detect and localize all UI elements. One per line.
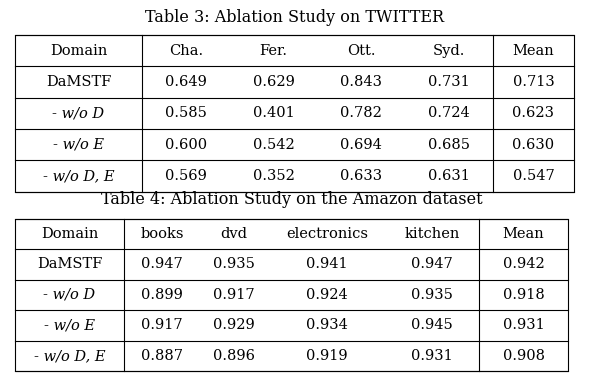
- Bar: [15, 35, 574, 192]
- Text: 0.352: 0.352: [253, 169, 294, 183]
- Text: 0.935: 0.935: [213, 257, 255, 271]
- Text: 0.899: 0.899: [141, 288, 183, 302]
- Text: 0.887: 0.887: [141, 349, 183, 363]
- Text: - w/o E: - w/o E: [53, 138, 104, 152]
- Text: Mean: Mean: [503, 227, 545, 241]
- Text: 0.542: 0.542: [253, 138, 294, 152]
- Text: 0.649: 0.649: [165, 75, 207, 89]
- Text: DaMSTF: DaMSTF: [46, 75, 111, 89]
- Text: Domain: Domain: [50, 44, 107, 58]
- Text: Table 4: Ablation Study on the Amazon dataset: Table 4: Ablation Study on the Amazon da…: [101, 191, 482, 208]
- Text: 0.401: 0.401: [253, 107, 294, 120]
- Text: Ott.: Ott.: [347, 44, 375, 58]
- Text: 0.896: 0.896: [213, 349, 255, 363]
- Text: Mean: Mean: [513, 44, 554, 58]
- Text: books: books: [140, 227, 184, 241]
- Text: 0.918: 0.918: [503, 288, 545, 302]
- Text: 0.947: 0.947: [141, 257, 183, 271]
- Text: 0.547: 0.547: [513, 169, 554, 183]
- Text: 0.924: 0.924: [306, 288, 348, 302]
- Text: 0.931: 0.931: [411, 349, 453, 363]
- Text: - w/o D: - w/o D: [43, 288, 96, 302]
- Text: 0.934: 0.934: [306, 319, 348, 332]
- Bar: [15, 219, 568, 371]
- Text: - w/o D, E: - w/o D, E: [34, 349, 105, 363]
- Text: 0.631: 0.631: [428, 169, 469, 183]
- Text: 0.941: 0.941: [306, 257, 348, 271]
- Text: 0.908: 0.908: [503, 349, 545, 363]
- Text: 0.947: 0.947: [411, 257, 453, 271]
- Text: 0.713: 0.713: [513, 75, 554, 89]
- Text: 0.935: 0.935: [411, 288, 453, 302]
- Text: 0.917: 0.917: [141, 319, 183, 332]
- Text: 0.685: 0.685: [428, 138, 469, 152]
- Text: 0.633: 0.633: [340, 169, 382, 183]
- Text: - w/o D, E: - w/o D, E: [43, 169, 114, 183]
- Text: 0.694: 0.694: [340, 138, 382, 152]
- Text: 0.931: 0.931: [503, 319, 545, 332]
- Text: 0.623: 0.623: [513, 107, 554, 120]
- Text: 0.731: 0.731: [428, 75, 469, 89]
- Text: 0.919: 0.919: [306, 349, 348, 363]
- Text: kitchen: kitchen: [404, 227, 460, 241]
- Text: electronics: electronics: [286, 227, 368, 241]
- Text: 0.782: 0.782: [340, 107, 382, 120]
- Text: - w/o E: - w/o E: [44, 319, 95, 332]
- Text: Syd.: Syd.: [433, 44, 465, 58]
- Text: Fer.: Fer.: [259, 44, 288, 58]
- Text: - w/o D: - w/o D: [52, 107, 105, 120]
- Text: Domain: Domain: [41, 227, 98, 241]
- Text: 0.942: 0.942: [503, 257, 545, 271]
- Text: 0.843: 0.843: [340, 75, 382, 89]
- Text: 0.929: 0.929: [213, 319, 255, 332]
- Text: 0.629: 0.629: [253, 75, 294, 89]
- Text: 0.917: 0.917: [213, 288, 255, 302]
- Text: Cha.: Cha.: [169, 44, 203, 58]
- Text: dvd: dvd: [221, 227, 247, 241]
- Text: Table 3: Ablation Study on TWITTER: Table 3: Ablation Study on TWITTER: [145, 9, 444, 26]
- Text: 0.945: 0.945: [411, 319, 453, 332]
- Text: 0.630: 0.630: [512, 138, 555, 152]
- Text: 0.724: 0.724: [428, 107, 469, 120]
- Text: 0.600: 0.600: [165, 138, 207, 152]
- Text: DaMSTF: DaMSTF: [37, 257, 102, 271]
- Text: 0.585: 0.585: [165, 107, 207, 120]
- Text: 0.569: 0.569: [165, 169, 207, 183]
